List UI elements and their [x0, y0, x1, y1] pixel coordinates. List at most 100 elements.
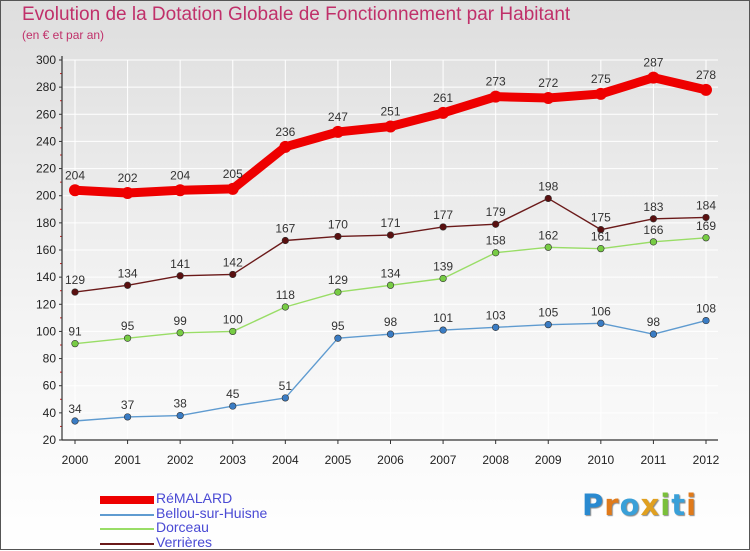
logo-letter: i — [660, 488, 672, 522]
x-tick-label: 2004 — [272, 453, 299, 467]
data-point — [647, 71, 660, 84]
data-point — [544, 194, 552, 203]
logo-letter: t — [671, 488, 687, 522]
data-label: 204 — [65, 168, 85, 182]
data-point — [597, 245, 605, 253]
logo-letter: P — [582, 488, 605, 522]
data-label: 106 — [591, 304, 611, 318]
legend-label: Bellou-sur-Huisne — [156, 505, 268, 521]
chart-title: Evolution de la Dotation Globale de Fonc… — [22, 4, 571, 25]
data-label: 166 — [643, 223, 663, 237]
data-label: 98 — [384, 315, 398, 329]
data-point — [121, 187, 134, 199]
data-label: 236 — [275, 125, 295, 139]
data-point — [334, 288, 342, 296]
data-point — [542, 92, 555, 104]
data-label: 175 — [591, 211, 611, 225]
legend-label: Dorceau — [156, 519, 209, 535]
data-label: 129 — [65, 273, 85, 287]
data-point — [439, 223, 447, 231]
data-label: 91 — [68, 325, 82, 339]
x-tick-label: 2011 — [641, 453, 667, 467]
y-tick-label: 300 — [36, 53, 56, 67]
data-point — [281, 236, 289, 245]
data-point — [702, 316, 710, 325]
data-label: 108 — [696, 302, 716, 316]
axes: 20 40 60 80 100 120 140 160 180 200 220 240 260 280 30… — [36, 53, 720, 467]
y-tick-label: 80 — [43, 352, 57, 366]
y-tick-label: 140 — [36, 270, 56, 284]
legend-swatch — [100, 543, 154, 545]
data-label: 34 — [68, 402, 82, 416]
data-label: 95 — [331, 319, 345, 333]
data-label: 272 — [538, 76, 558, 90]
data-point — [544, 321, 552, 329]
data-label: 184 — [696, 198, 716, 212]
data-label: 171 — [380, 216, 400, 230]
data-point — [176, 329, 184, 337]
data-point — [597, 226, 605, 234]
logo-letter: i — [686, 488, 698, 522]
y-tick-label: 260 — [36, 107, 56, 121]
x-tick-label: 2009 — [535, 453, 562, 467]
data-label: 287 — [643, 56, 663, 70]
data-label: 167 — [275, 222, 295, 236]
data-label: 170 — [328, 217, 348, 231]
data-point — [71, 417, 79, 425]
data-point — [71, 340, 79, 348]
data-label: 105 — [538, 306, 558, 320]
data-label: 134 — [380, 266, 400, 280]
data-point — [334, 232, 342, 241]
x-tick-label: 2001 — [114, 453, 141, 467]
data-label: 38 — [173, 397, 187, 411]
data-label: 169 — [696, 219, 716, 233]
data-point — [226, 182, 239, 195]
data-label: 205 — [223, 167, 243, 181]
data-label: 118 — [276, 288, 295, 302]
legend-swatch — [100, 496, 154, 504]
y-tick-label: 40 — [43, 406, 57, 420]
data-label: 95 — [121, 319, 135, 333]
data-label: 179 — [486, 205, 506, 219]
data-label: 100 — [223, 312, 243, 326]
data-label: 51 — [279, 379, 293, 393]
data-label: 251 — [380, 105, 400, 119]
data-point — [649, 215, 658, 223]
data-label: 161 — [591, 230, 611, 244]
data-point — [71, 288, 79, 296]
data-point — [176, 411, 184, 420]
data-point — [594, 87, 607, 100]
data-point — [649, 330, 658, 338]
data-point — [281, 394, 289, 402]
legend-label: Verrières — [156, 534, 213, 550]
data-point — [597, 319, 605, 327]
data-point — [123, 281, 132, 289]
data-label: 275 — [591, 72, 611, 86]
logo-letter: o — [619, 488, 641, 522]
y-tick-label: 220 — [36, 162, 56, 176]
data-label: 177 — [433, 208, 453, 222]
x-tick-label: 2010 — [587, 453, 614, 467]
data-point — [176, 272, 184, 280]
data-label: 129 — [328, 273, 348, 287]
data-label: 204 — [170, 168, 190, 182]
data-point — [384, 120, 397, 133]
logo-letter: r — [604, 488, 620, 522]
data-label: 202 — [118, 171, 138, 185]
x-tick-label: 2003 — [219, 453, 246, 467]
data-point — [649, 238, 658, 246]
data-point — [229, 402, 237, 410]
y-tick-label: 20 — [43, 433, 57, 447]
data-label: 142 — [223, 255, 243, 269]
data-point — [279, 140, 292, 153]
chart-subtitle: (en € et par an) — [22, 28, 105, 42]
data-point — [702, 234, 710, 242]
data-point — [334, 334, 342, 342]
data-point — [386, 281, 395, 289]
x-tick-label: 2002 — [167, 453, 194, 467]
data-point — [331, 125, 344, 138]
logo-letter: x — [640, 488, 661, 522]
data-label: 247 — [328, 110, 348, 124]
y-tick-label: 100 — [36, 324, 56, 338]
